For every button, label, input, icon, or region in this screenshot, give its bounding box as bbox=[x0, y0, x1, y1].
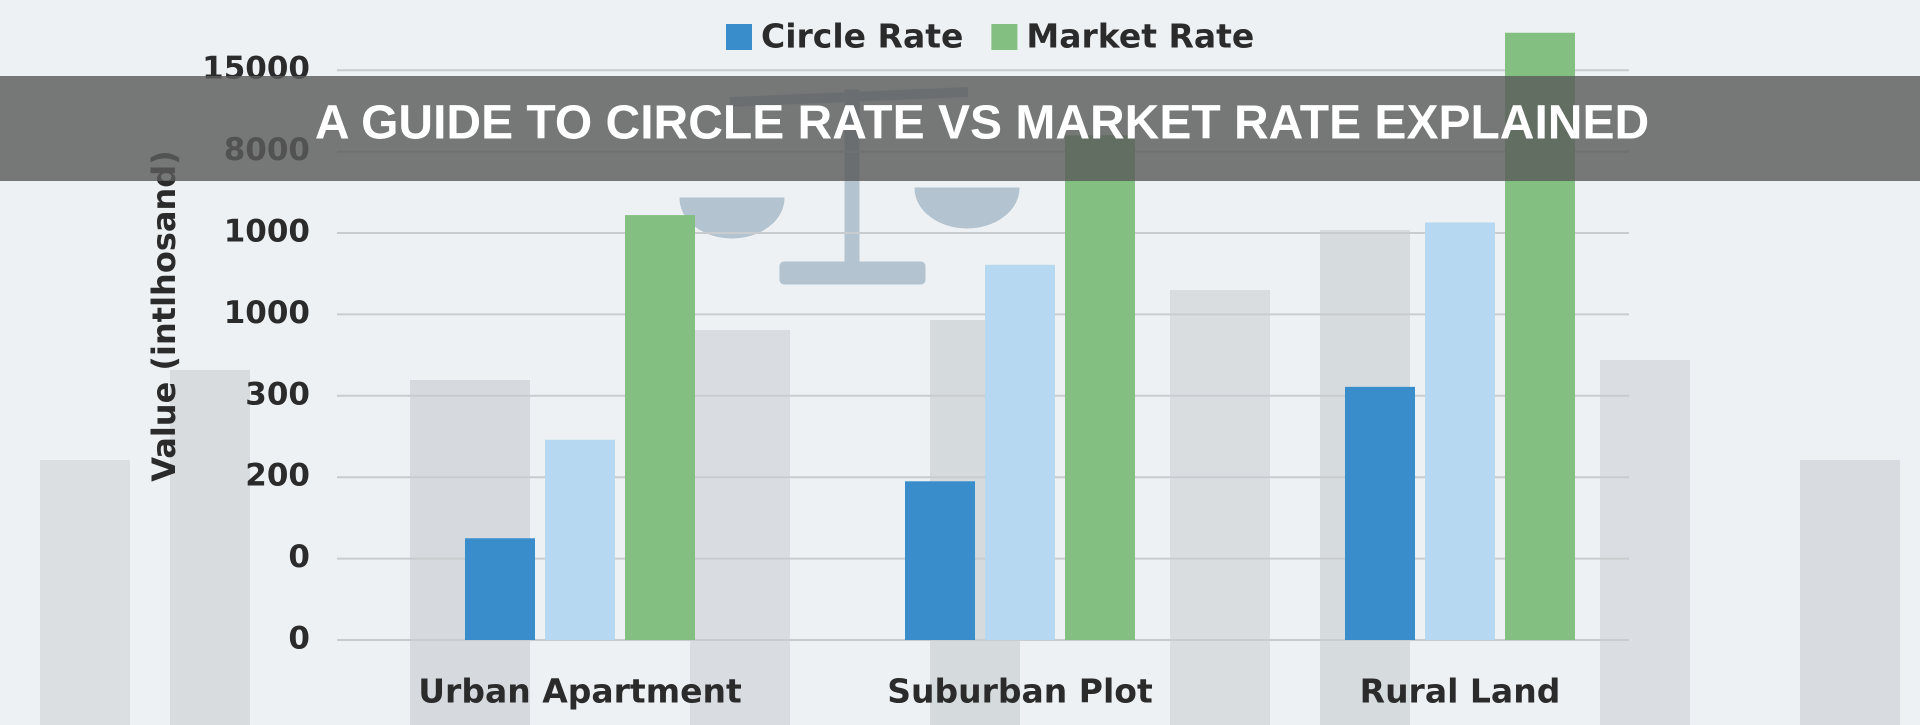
bar bbox=[1345, 386, 1415, 640]
legend-swatch bbox=[991, 24, 1018, 50]
y-tick-label: 300 bbox=[245, 376, 310, 412]
plot-area: 0020030010001000800015000Urban Apartment… bbox=[202, 32, 1629, 711]
legend-label: Circle Rate bbox=[761, 17, 963, 56]
bar bbox=[1425, 222, 1495, 640]
bar bbox=[905, 481, 975, 640]
x-tick-label: Urban Apartment bbox=[418, 672, 742, 711]
y-tick-label: 0 bbox=[288, 621, 310, 657]
legend-label: Market Rate bbox=[1026, 17, 1254, 56]
y-tick-label: 200 bbox=[245, 458, 310, 494]
x-tick-label: Suburban Plot bbox=[887, 672, 1153, 711]
y-tick-label: 0 bbox=[288, 539, 310, 575]
bar bbox=[465, 538, 535, 640]
bar bbox=[625, 215, 695, 641]
title-banner bbox=[0, 76, 1920, 181]
y-tick-label: 1000 bbox=[224, 214, 310, 250]
legend: Circle Rate Market Rate bbox=[726, 17, 1254, 56]
bar bbox=[1065, 135, 1135, 640]
y-axis-label: Value (intlhosand) bbox=[145, 150, 183, 482]
y-tick-label: 1000 bbox=[224, 295, 310, 331]
bar bbox=[545, 439, 615, 640]
legend-swatch bbox=[726, 24, 752, 50]
chart-title: A GUIDE TO CIRCLE RATE VS MARKET RATE EX… bbox=[315, 97, 1649, 150]
bar bbox=[985, 264, 1055, 640]
x-tick-label: Rural Land bbox=[1360, 672, 1561, 711]
